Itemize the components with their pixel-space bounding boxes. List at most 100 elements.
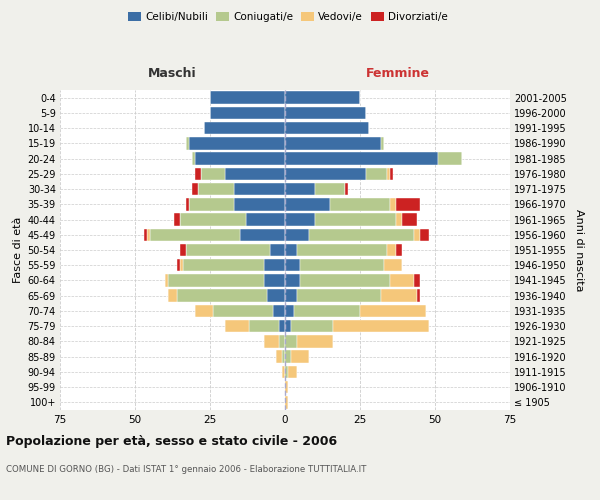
Bar [366,168,387,180]
Bar [390,274,414,286]
Bar [297,335,333,347]
Bar [315,214,396,226]
Bar [168,274,264,286]
Bar [225,168,285,180]
Bar [210,106,285,119]
Bar [147,228,150,241]
Bar [192,152,195,165]
Bar [276,350,282,363]
Bar [384,259,402,272]
Bar [180,214,246,226]
Y-axis label: Fasce di età: Fasce di età [13,217,23,283]
Bar [387,244,396,256]
Bar [144,228,147,241]
Bar [192,183,198,196]
Bar [345,183,348,196]
Bar [285,214,315,226]
Bar [285,168,366,180]
Bar [249,320,279,332]
Bar [297,244,387,256]
Bar [210,92,285,104]
Bar [285,152,438,165]
Bar [294,304,360,317]
Bar [390,168,393,180]
Legend: Celibi/Nubili, Coniugati/e, Vedovi/e, Divorziati/e: Celibi/Nubili, Coniugati/e, Vedovi/e, Di… [124,8,452,26]
Bar [285,122,369,134]
Bar [360,304,426,317]
Bar [396,214,402,226]
Bar [285,244,297,256]
Y-axis label: Anni di nascita: Anni di nascita [574,209,584,291]
Bar [414,228,420,241]
Bar [198,183,234,196]
Bar [381,290,417,302]
Bar [195,304,213,317]
Bar [414,274,420,286]
Bar [402,214,417,226]
Bar [177,259,180,272]
Bar [195,152,285,165]
Bar [282,350,285,363]
Bar [174,214,180,226]
Bar [396,244,402,256]
Bar [246,214,285,226]
Bar [189,137,285,149]
Bar [225,320,249,332]
Bar [288,366,297,378]
Bar [285,320,291,332]
Bar [285,274,300,286]
Bar [285,350,291,363]
Bar [285,259,300,272]
Bar [183,259,264,272]
Bar [438,152,462,165]
Text: Popolazione per età, sesso e stato civile - 2006: Popolazione per età, sesso e stato civil… [6,435,337,448]
Bar [285,137,381,149]
Bar [285,198,330,210]
Bar [279,320,285,332]
Bar [186,198,189,210]
Bar [285,335,297,347]
Bar [309,228,414,241]
Bar [240,228,285,241]
Bar [267,290,285,302]
Bar [285,304,294,317]
Bar [282,366,285,378]
Text: Maschi: Maschi [148,67,197,80]
Bar [285,183,315,196]
Bar [381,137,384,149]
Bar [285,92,360,104]
Bar [213,304,273,317]
Bar [333,320,429,332]
Bar [180,244,186,256]
Bar [270,244,285,256]
Bar [201,168,225,180]
Bar [195,168,201,180]
Bar [234,183,285,196]
Text: Femmine: Femmine [365,67,430,80]
Bar [330,198,390,210]
Bar [168,290,177,302]
Bar [150,228,240,241]
Bar [291,350,309,363]
Bar [285,381,288,394]
Bar [285,228,309,241]
Bar [300,259,384,272]
Bar [315,183,345,196]
Text: COMUNE DI GORNO (BG) - Dati ISTAT 1° gennaio 2006 - Elaborazione TUTTITALIA.IT: COMUNE DI GORNO (BG) - Dati ISTAT 1° gen… [6,465,367,474]
Bar [285,366,288,378]
Bar [387,168,390,180]
Bar [180,259,183,272]
Bar [264,259,285,272]
Bar [165,274,168,286]
Bar [264,274,285,286]
Bar [177,290,267,302]
Bar [297,290,381,302]
Bar [189,198,234,210]
Bar [285,396,288,408]
Bar [291,320,333,332]
Bar [390,198,396,210]
Bar [396,198,420,210]
Bar [285,290,297,302]
Bar [204,122,285,134]
Bar [273,304,285,317]
